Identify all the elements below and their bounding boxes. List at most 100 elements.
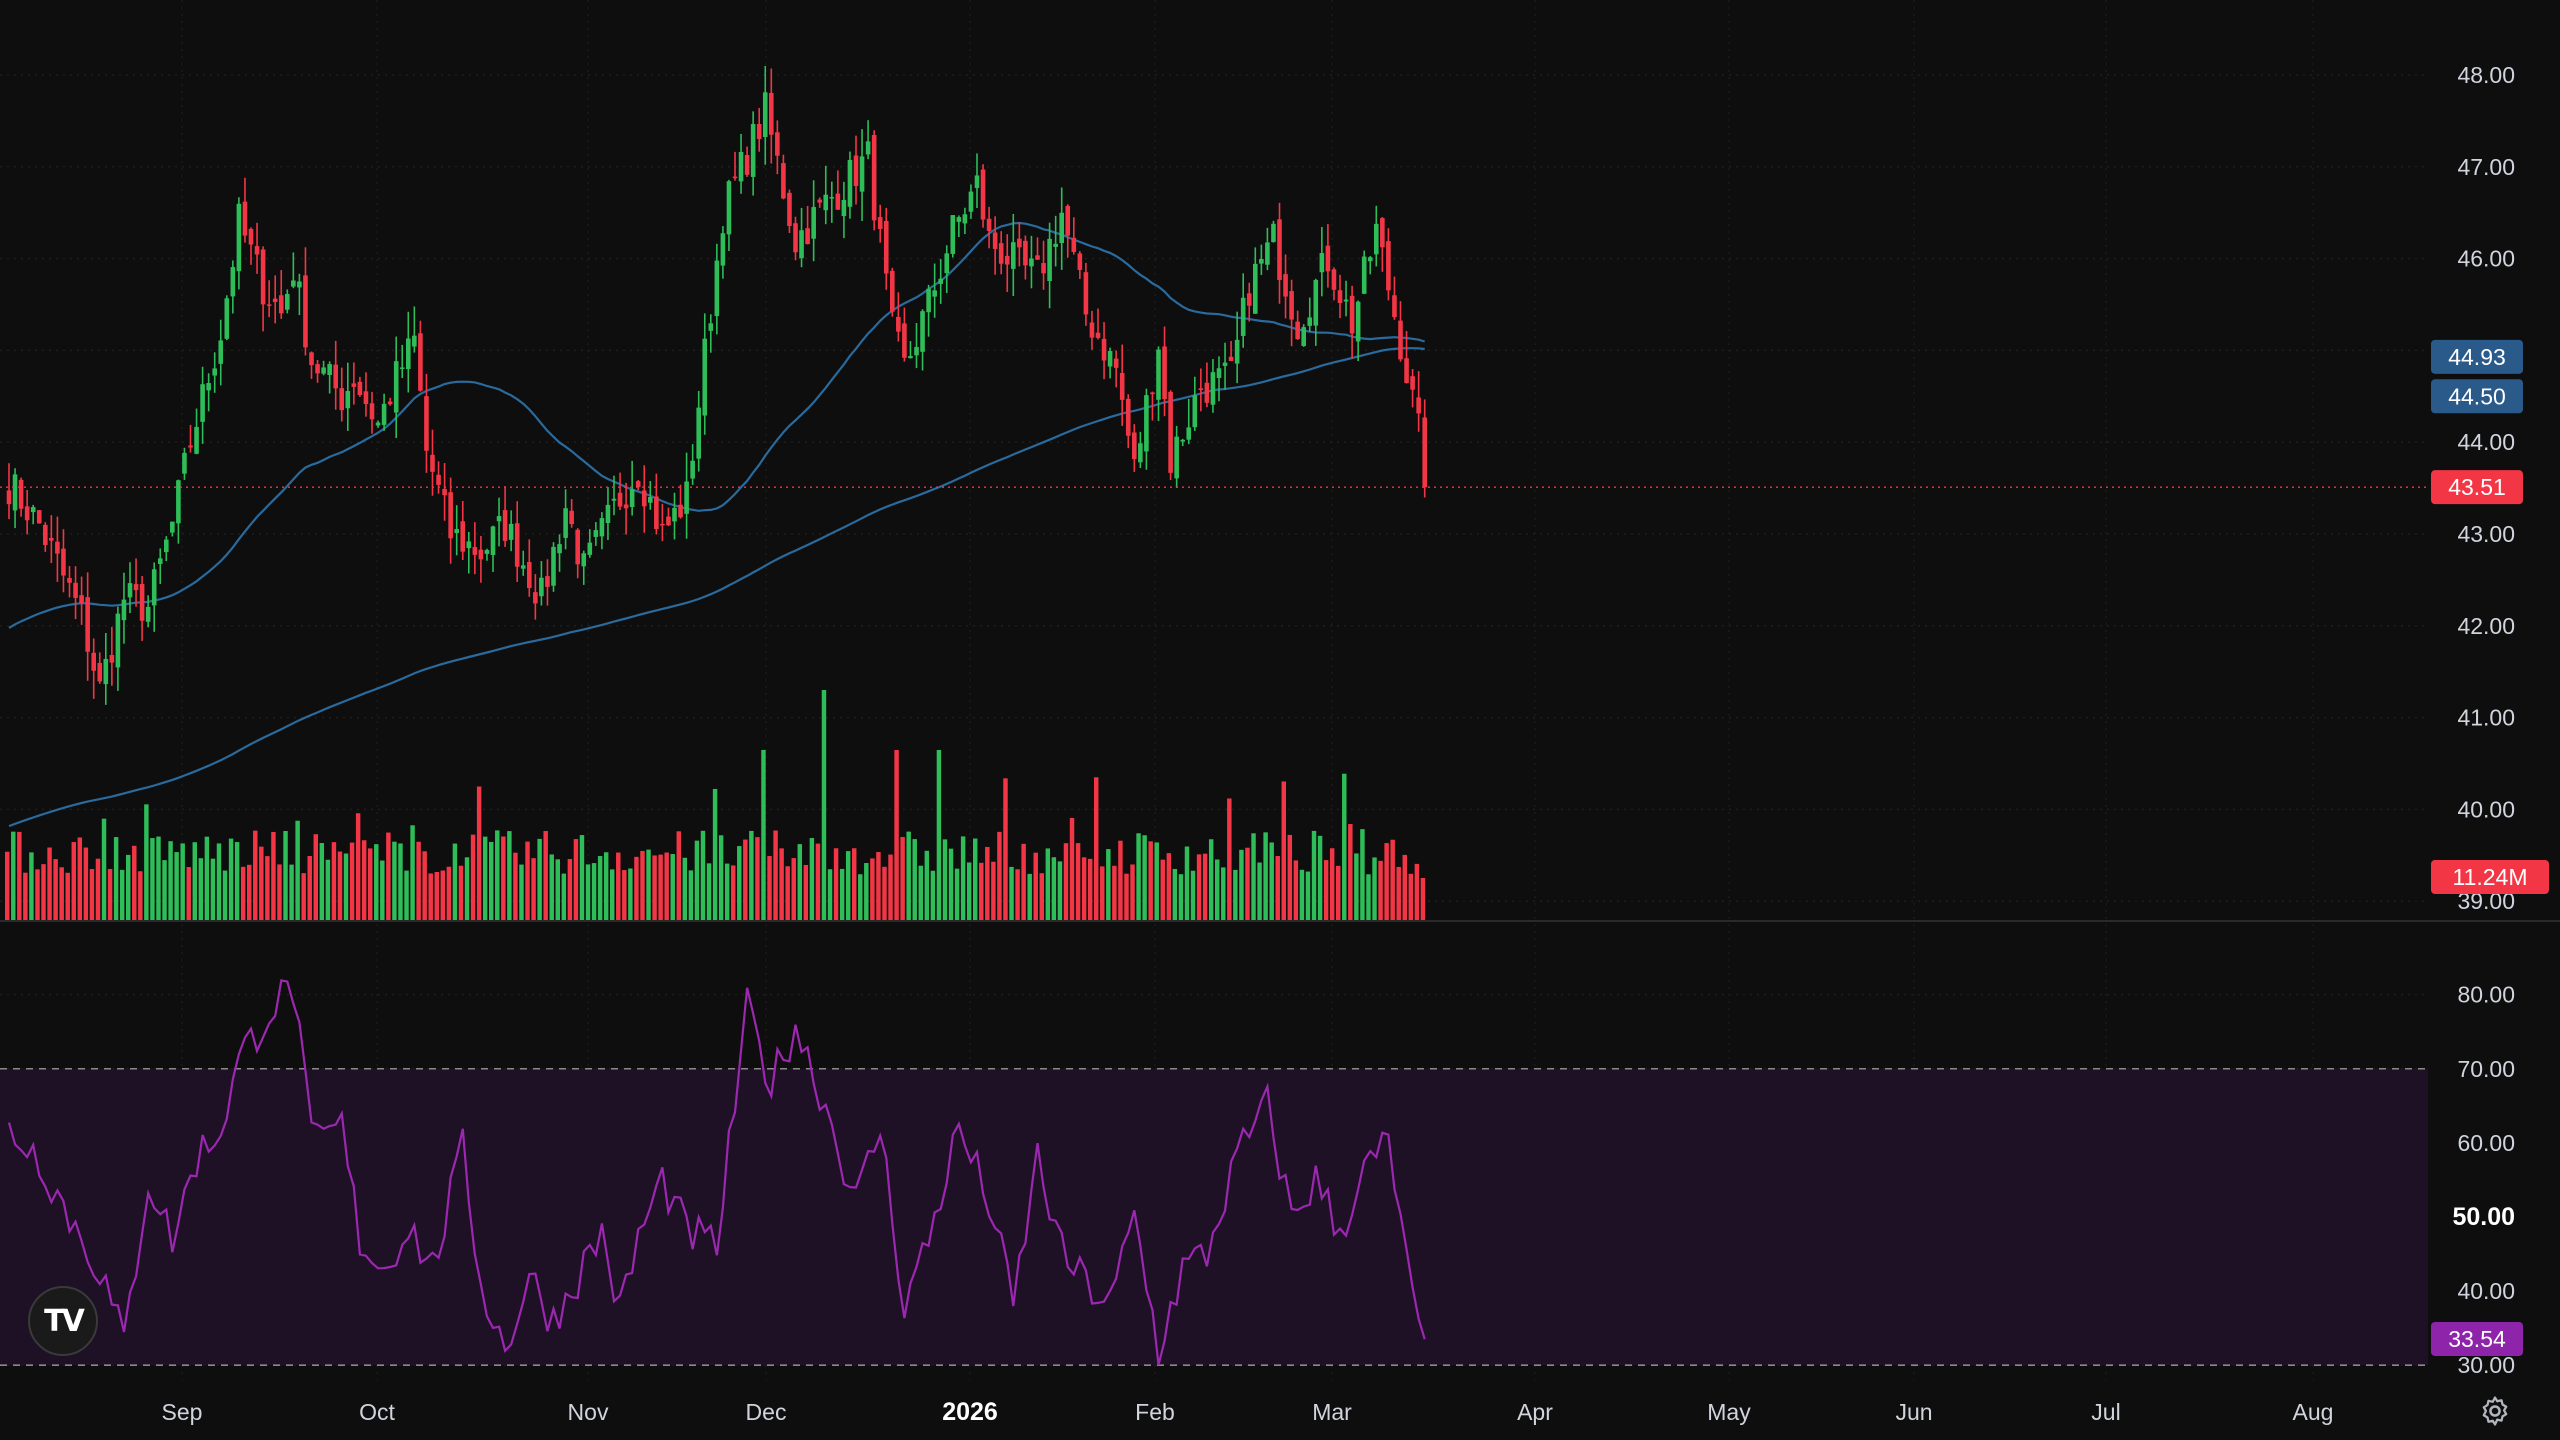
candle-body: [859, 156, 865, 192]
candle-body: [272, 298, 278, 302]
rsi-tick-label: 60.00: [2457, 1130, 2515, 1156]
rsi-indicator: [0, 979, 2428, 1366]
time-tick-label: Feb: [1135, 1399, 1175, 1425]
volume-bar: [1130, 864, 1135, 920]
volume-bar: [1414, 863, 1420, 920]
candle-body: [333, 364, 338, 389]
candle-body: [1168, 391, 1173, 473]
volume-bar: [1160, 859, 1165, 920]
volume-bar: [985, 846, 990, 920]
volume-bar: [265, 856, 270, 920]
volume-bar: [434, 871, 439, 920]
volume-bar: [700, 830, 706, 920]
volume-bar: [180, 843, 185, 920]
candle-body: [30, 507, 36, 513]
volume-bar: [912, 839, 917, 920]
volume-bar: [706, 863, 712, 920]
volume-bar: [192, 842, 197, 920]
candle-body: [212, 368, 217, 376]
candle-body: [587, 542, 593, 555]
candle-body: [1071, 237, 1077, 252]
candle-body: [103, 658, 109, 685]
candle-body: [496, 516, 502, 522]
volume-bar: [900, 836, 905, 920]
candle-body: [375, 422, 381, 426]
candle-body: [617, 492, 623, 507]
volume-bar: [77, 837, 83, 920]
candle-body: [1295, 321, 1300, 340]
volume-bar: [489, 841, 494, 920]
volume-bar: [132, 845, 137, 920]
candle-body: [762, 92, 768, 137]
volume-bar: [1118, 840, 1123, 920]
volume-bar: [1299, 869, 1305, 920]
volume-bar: [144, 804, 149, 920]
volume-bar: [942, 839, 948, 920]
volume-bar: [1233, 869, 1238, 920]
candle-body: [1361, 256, 1367, 294]
volume-bar: [404, 870, 409, 920]
volume-bar: [743, 839, 748, 920]
candle-body: [811, 207, 816, 239]
volume-bar: [591, 863, 597, 920]
volume-bar: [1245, 847, 1250, 920]
volume-bar: [888, 854, 893, 920]
volume-bar: [398, 843, 403, 920]
rsi-tick-label: 50.00: [2452, 1203, 2515, 1231]
volume-bar: [966, 862, 972, 920]
candle-body: [974, 175, 980, 189]
volume-bar: [126, 854, 131, 920]
volume-bar: [1172, 868, 1178, 920]
volume-bar: [930, 870, 936, 920]
time-axis[interactable]: Sep Oct Nov Dec 2026 Feb Mar Apr May Jun Jul Aug: [162, 1398, 2334, 1426]
candle-body: [593, 530, 599, 537]
volume-bar: [410, 825, 415, 920]
volume-bar: [1293, 860, 1299, 920]
volume-bar: [670, 854, 675, 920]
volume-bar: [23, 872, 28, 920]
volume-bar: [307, 856, 312, 920]
volume-bar: [610, 869, 615, 920]
gear-icon[interactable]: [2478, 1394, 2512, 1428]
volume-bar: [374, 844, 379, 920]
candle-body: [176, 480, 181, 524]
volume-bar: [1015, 869, 1020, 920]
candle-body: [121, 599, 127, 621]
candle-body: [24, 506, 30, 521]
volume-bar: [761, 750, 766, 920]
candle-body: [1301, 327, 1306, 346]
candle-body: [956, 217, 962, 222]
volume-bar: [234, 842, 240, 920]
volume-bar: [537, 838, 542, 920]
volume-bar: [1202, 853, 1208, 920]
volume-bar: [749, 830, 754, 920]
candle-body: [55, 541, 60, 554]
candle-body: [478, 549, 484, 560]
tradingview-logo[interactable]: TV: [28, 1286, 98, 1356]
volume-bar: [603, 852, 609, 920]
volume-bar: [858, 874, 863, 920]
volume-bar: [827, 869, 833, 920]
volume-bar: [833, 848, 839, 920]
candle-body: [357, 381, 363, 396]
volume-bar: [1094, 777, 1099, 920]
volume-bar: [337, 851, 343, 920]
volume-bar: [773, 830, 778, 920]
volume-bar: [755, 837, 760, 920]
volume-bar: [616, 852, 621, 920]
candle-body: [871, 134, 877, 221]
candle-body: [726, 181, 732, 235]
time-tick-label: Aug: [2293, 1399, 2334, 1425]
price-candles[interactable]: [6, 65, 1427, 705]
candle-body: [1216, 368, 1222, 378]
rsi-axis[interactable]: 80.00 70.00 60.00 50.00 40.00 30.00: [2452, 982, 2515, 1379]
candle-body: [817, 199, 822, 203]
volume-bar: [1348, 824, 1353, 920]
volume-bar: [89, 869, 95, 920]
volume-bar: [5, 851, 10, 920]
candle-body: [230, 267, 236, 297]
volume-bar: [422, 851, 427, 920]
candle-body: [412, 335, 417, 347]
